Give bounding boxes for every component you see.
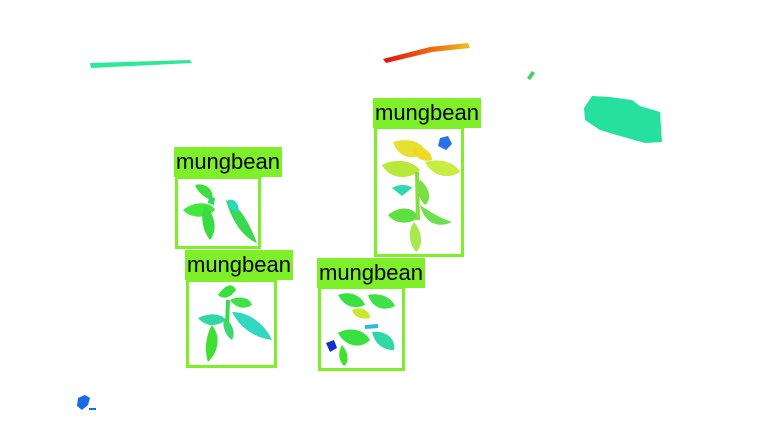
ground-patch-right	[584, 96, 662, 143]
detection-box-1[interactable]	[175, 176, 261, 249]
detection-label-3: mungbean	[185, 250, 293, 280]
plant-3	[198, 285, 272, 362]
plant-2	[382, 136, 460, 252]
detection-label-4: mungbean	[317, 258, 425, 288]
small-green-speck	[527, 71, 535, 80]
detection-label-1: mungbean	[174, 147, 282, 177]
plant-1	[183, 184, 257, 243]
blue-points-bottom-left	[77, 395, 96, 410]
detection-label-2: mungbean	[373, 98, 481, 128]
plant-4	[326, 293, 395, 366]
detection-box-4[interactable]	[318, 286, 405, 371]
detection-box-2[interactable]	[374, 126, 464, 257]
ground-strip-red	[383, 43, 470, 63]
ground-strip-left	[90, 60, 192, 68]
detection-box-3[interactable]	[186, 279, 277, 368]
